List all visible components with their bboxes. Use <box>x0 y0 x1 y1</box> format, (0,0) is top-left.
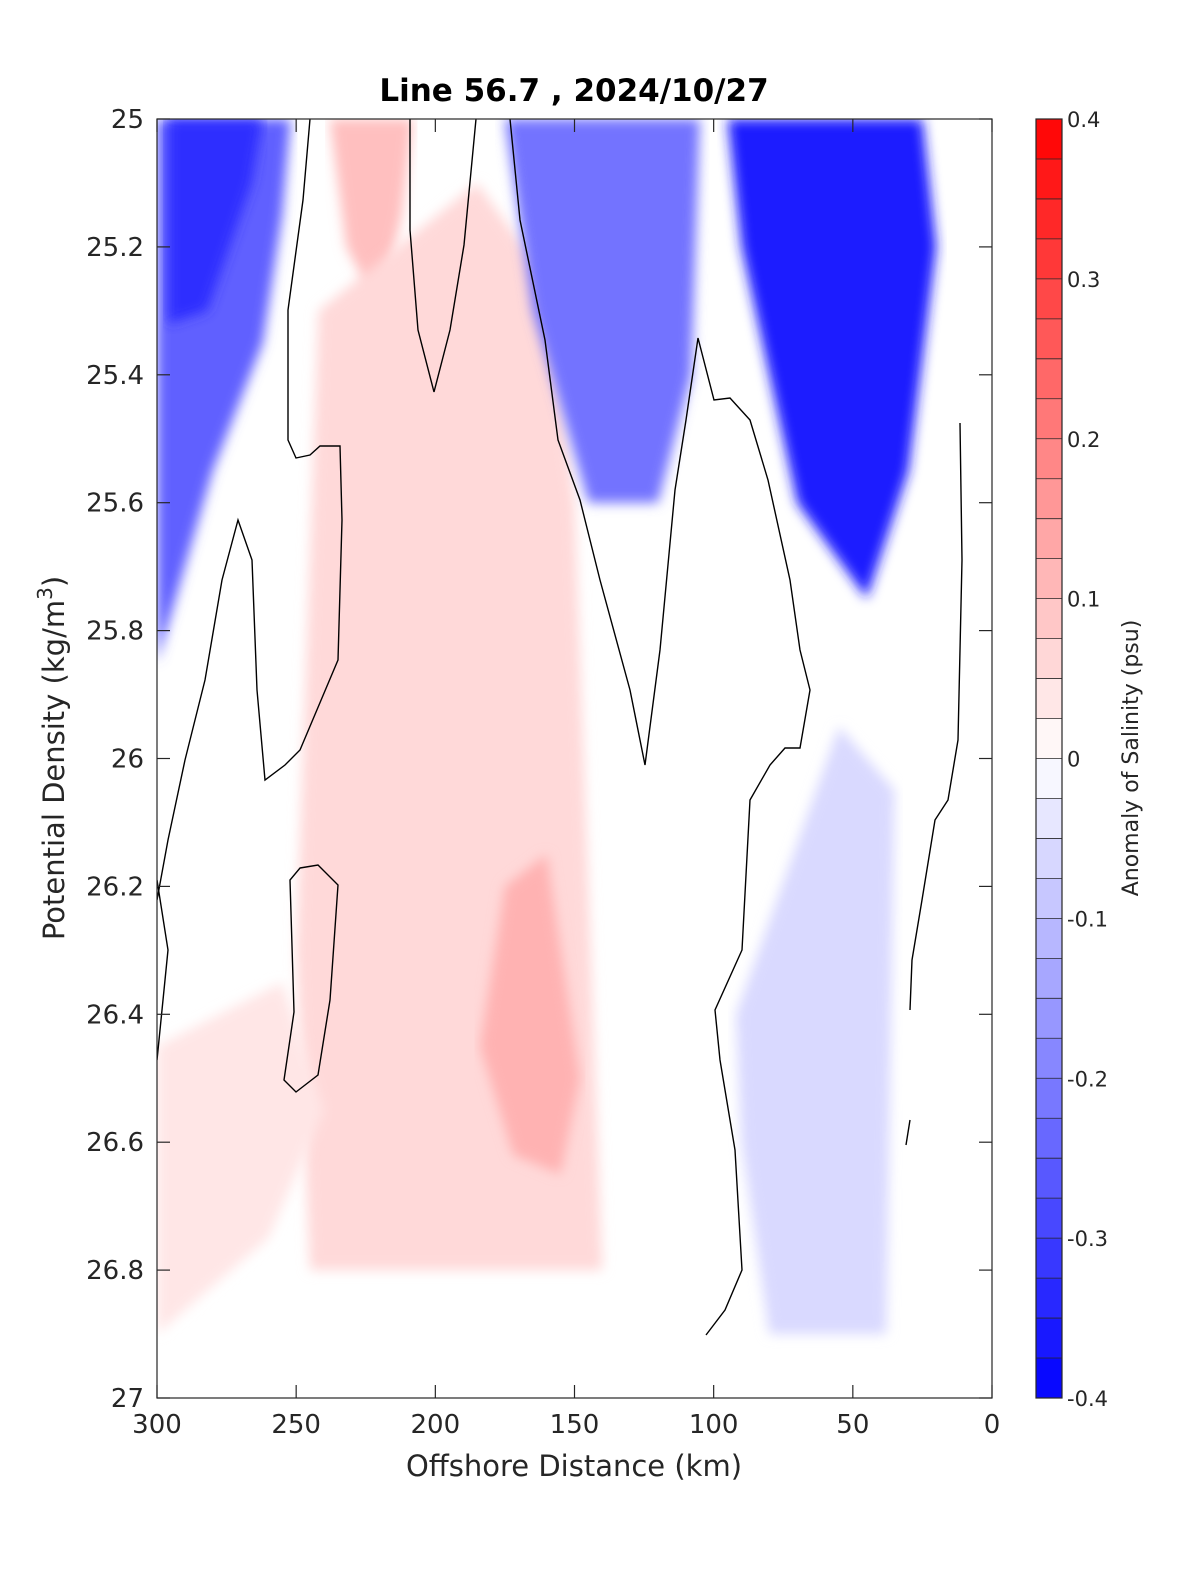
zero-contour <box>905 1119 911 1146</box>
x-tick-label: 0 <box>984 1410 1001 1440</box>
colorbar-level <box>1036 398 1062 440</box>
colorbar-level <box>1036 1358 1062 1399</box>
colorbar-level <box>1036 1078 1062 1119</box>
zero-contour <box>157 879 169 1061</box>
y-tick-label: 26.2 <box>86 872 144 902</box>
x-tick-label: 300 <box>132 1410 182 1440</box>
anomaly-region <box>329 119 414 311</box>
y-tick-label: 26.6 <box>86 1128 144 1158</box>
colorbar-level <box>1036 238 1062 280</box>
chart-title: Line 56.7 , 2024/10/27 <box>379 73 768 109</box>
colorbar-level <box>1036 758 1062 799</box>
colorbar-tick-label: -0.1 <box>1067 907 1108 931</box>
colorbar-level <box>1036 119 1062 160</box>
y-axis-label: Potential Density (kg/m3) <box>33 576 71 940</box>
colorbar-level <box>1036 438 1062 480</box>
x-tick-label: 100 <box>689 1410 739 1440</box>
x-tick-label: 50 <box>836 1410 869 1440</box>
colorbar-level <box>1036 518 1062 560</box>
colorbar-level <box>1036 1198 1062 1239</box>
anomaly-region <box>727 119 937 599</box>
y-tick-label: 25.2 <box>86 233 144 263</box>
colorbar-label: Anomaly of Salinity (psu) <box>1119 620 1144 897</box>
colorbar-tick-label: 0.1 <box>1067 588 1100 612</box>
colorbar-tick-label: 0 <box>1067 748 1080 772</box>
colorbar-frame <box>1035 118 1063 1399</box>
zero-contour <box>909 422 963 1011</box>
y-axis: 25 25.2 25.4 25.6 25.8 26 26.2 26.4 26.6 26.8 27 <box>86 105 992 1414</box>
colorbar-tick-label: -0.4 <box>1067 1387 1108 1411</box>
colorbar-level <box>1036 1118 1062 1159</box>
colorbar-level <box>1036 1278 1062 1319</box>
x-tick-label: 200 <box>411 1410 461 1440</box>
y-tick-label: 25.8 <box>86 617 144 647</box>
zero-contour <box>283 864 339 1093</box>
zero-contour <box>409 119 477 393</box>
x-axis-label: Offshore Distance (km) <box>406 1449 742 1483</box>
colorbar-level <box>1036 798 1062 839</box>
x-tick-label: 150 <box>550 1410 600 1440</box>
colorbar-tick-label: -0.2 <box>1067 1067 1108 1091</box>
colorbar-tick-label: 0.4 <box>1067 108 1100 132</box>
colorbar-level <box>1036 1038 1062 1079</box>
anomaly-fill-layer <box>157 119 937 1335</box>
colorbar-level <box>1036 1318 1062 1359</box>
colorbar-level <box>1036 838 1062 879</box>
y-tick-label: 26.8 <box>86 1256 144 1286</box>
colorbar-level <box>1036 278 1062 320</box>
colorbar-tick-label: 0.2 <box>1067 428 1100 452</box>
x-axis: 300 250 200 150 100 50 0 <box>132 119 1000 1440</box>
zero-contour <box>157 119 343 901</box>
colorbar-level <box>1036 358 1062 400</box>
colorbar-level <box>1036 958 1062 999</box>
colorbar: 0.4 0.3 0.2 0.1 0 -0.1 -0.2 -0.3 -0.4 <box>1035 108 1108 1411</box>
colorbar-level <box>1036 478 1062 520</box>
zero-contour-layer <box>157 119 963 1336</box>
colorbar-level <box>1036 678 1062 720</box>
y-tick-label: 26.4 <box>86 1000 144 1030</box>
y-tick-label: 25.6 <box>86 489 144 519</box>
colorbar-level <box>1036 718 1062 759</box>
anomaly-region <box>735 726 895 1335</box>
colorbar-level <box>1036 598 1062 640</box>
y-tick-label: 27 <box>111 1384 144 1414</box>
y-tick-label: 25 <box>111 105 144 135</box>
y-axis-label-close: ) <box>37 576 71 587</box>
anomaly-region <box>504 119 700 503</box>
colorbar-level <box>1036 1238 1062 1279</box>
colorbar-level <box>1036 918 1062 959</box>
zero-contour <box>509 119 811 1336</box>
colorbar-tick-label: -0.3 <box>1067 1227 1108 1251</box>
colorbar-tick-label: 0.3 <box>1067 268 1100 292</box>
y-tick-label: 26 <box>111 745 144 775</box>
colorbar-level <box>1036 198 1062 240</box>
colorbar-level <box>1036 998 1062 1039</box>
y-axis-label-superscript: 3 <box>33 587 57 600</box>
colorbar-level <box>1036 318 1062 360</box>
y-axis-label-main: Potential Density (kg/m <box>37 600 71 940</box>
colorbar-level <box>1036 558 1062 600</box>
x-tick-label: 250 <box>271 1410 321 1440</box>
anomaly-region <box>157 982 324 1335</box>
colorbar-level <box>1036 158 1062 200</box>
anomaly-region <box>168 119 263 324</box>
colorbar-level <box>1036 1158 1062 1199</box>
y-tick-label: 25.4 <box>86 361 144 391</box>
anomaly-region <box>479 854 581 1175</box>
colorbar-level <box>1036 878 1062 919</box>
colorbar-level <box>1036 638 1062 680</box>
